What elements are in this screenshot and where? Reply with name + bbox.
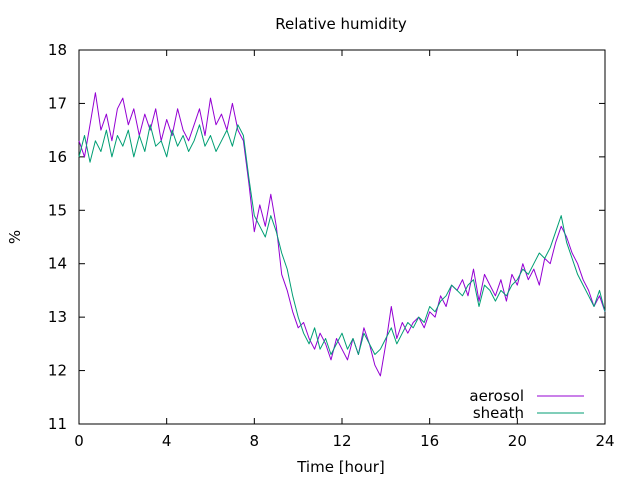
y-tick-label: 16 — [48, 148, 67, 166]
chart-title: Relative humidity — [275, 15, 407, 33]
x-axis-ticks: 0 4 8 12 16 20 24 — [74, 50, 615, 450]
y-tick-label: 17 — [48, 94, 67, 112]
y-tick-label: 11 — [48, 415, 67, 433]
y-tick-label: 15 — [48, 201, 67, 219]
x-tick-label: 8 — [250, 432, 260, 450]
y-axis-label: % — [6, 230, 24, 244]
series-line-sheath — [78, 124, 606, 355]
y-tick-label: 13 — [48, 308, 67, 326]
x-tick-label: 16 — [420, 432, 439, 450]
x-tick-label: 0 — [74, 432, 84, 450]
x-tick-label: 12 — [332, 432, 351, 450]
x-tick-label: 4 — [162, 432, 172, 450]
x-tick-label: 24 — [595, 432, 614, 450]
y-tick-label: 12 — [48, 362, 67, 380]
series-lines — [78, 92, 606, 377]
y-tick-label: 18 — [48, 41, 67, 59]
legend-label-sheath: sheath — [473, 404, 524, 422]
series-line-aerosol — [78, 92, 606, 377]
x-axis-label: Time [hour] — [296, 458, 385, 476]
legend-label-aerosol: aerosol — [469, 387, 524, 405]
plot-frame — [78, 49, 606, 425]
x-tick-label: 20 — [508, 432, 527, 450]
y-tick-label: 14 — [48, 255, 67, 273]
y-axis-ticks: 11 12 13 14 15 16 17 18 — [48, 41, 605, 433]
